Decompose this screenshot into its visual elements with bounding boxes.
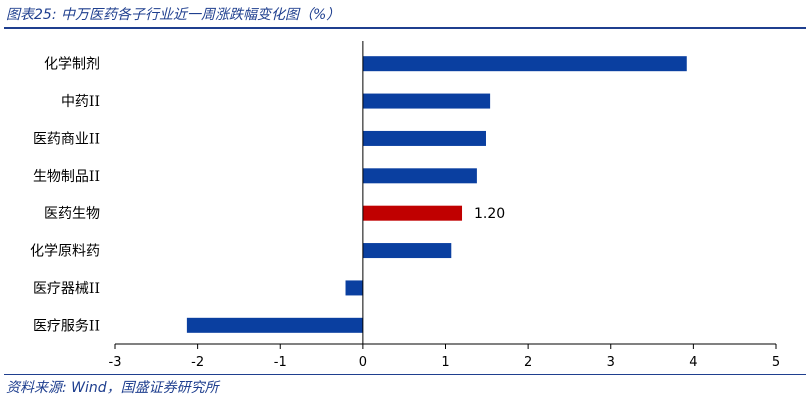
x-tick-label: 2 <box>524 355 532 370</box>
category-label: 化学原料药 <box>30 244 100 260</box>
x-tick-label: -1 <box>274 355 287 370</box>
bar <box>186 317 363 333</box>
category-label: 中药II <box>61 94 100 110</box>
bar <box>362 130 486 146</box>
category-label: 医药商业II <box>33 131 100 147</box>
x-tick-label: -2 <box>191 355 204 370</box>
bar <box>345 280 363 296</box>
category-label: 医药生物 <box>44 206 100 222</box>
title-rule <box>4 27 806 29</box>
data-label: 1.20 <box>474 206 505 222</box>
category-label: 生物制品II <box>33 169 100 185</box>
bar <box>362 243 452 259</box>
source-rule <box>4 374 806 375</box>
category-label: 化学制剂 <box>44 57 100 73</box>
x-tick-label: 0 <box>359 355 367 370</box>
category-label: 医疗服务II <box>33 318 100 334</box>
x-tick-label: 4 <box>689 355 697 370</box>
x-tick-label: 1 <box>441 355 449 370</box>
category-label: 医疗器械II <box>33 281 100 297</box>
source-note: 资料来源: Wind，国盛证券研究所 <box>6 380 219 396</box>
bar <box>362 168 477 184</box>
x-tick-label: -3 <box>109 355 122 370</box>
x-tick-label: 3 <box>607 355 615 370</box>
x-tick-label: 5 <box>772 355 780 370</box>
bar <box>362 93 491 109</box>
chart-title: 图表25: 中万医药各子行业近一周涨跌幅变化图（%） <box>6 7 341 23</box>
bar <box>362 56 687 72</box>
bar <box>362 205 463 221</box>
